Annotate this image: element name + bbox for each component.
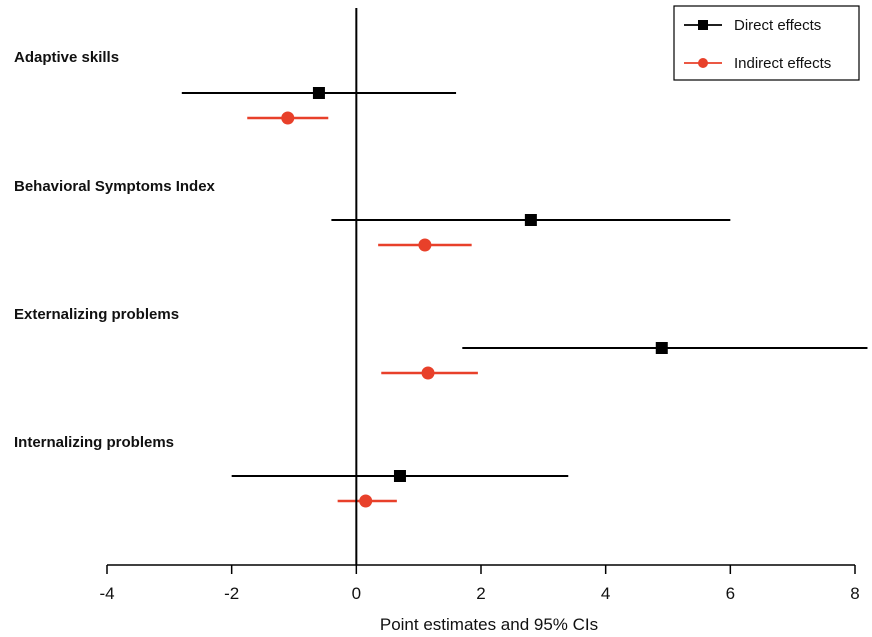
x-tick-label: -2 xyxy=(224,584,239,603)
x-tick-label: 2 xyxy=(476,584,485,603)
direct-estimate-point xyxy=(312,87,325,99)
category-label: Externalizing problems xyxy=(14,306,179,323)
x-tick-label: -4 xyxy=(99,584,114,603)
interval-lines xyxy=(181,92,868,503)
legend: Direct effects Indirect effects xyxy=(673,5,860,81)
direct-estimate-point xyxy=(524,214,537,226)
direct-estimate-point xyxy=(393,470,406,482)
indirect-estimate-point xyxy=(281,111,295,125)
indirect-estimate-point xyxy=(421,366,435,380)
legend-label: Direct effects xyxy=(734,17,821,34)
indirect-estimate-point xyxy=(359,494,373,508)
legend-label: Indirect effects xyxy=(734,55,831,72)
legend-square-marker xyxy=(698,20,708,30)
x-axis-ticks: -4 -2 0 2 4 6 8 xyxy=(99,565,860,603)
x-axis-title: Point estimates and 95% CIs xyxy=(380,615,598,634)
category-label: Internalizing problems xyxy=(14,434,174,451)
x-tick-label: 4 xyxy=(601,584,610,603)
category-label: Adaptive skills xyxy=(14,49,119,66)
x-tick-label: 0 xyxy=(352,584,361,603)
direct-estimate-point xyxy=(655,342,668,354)
legend-circle-marker xyxy=(698,58,708,68)
category-label: Behavioral Symptoms Index xyxy=(14,178,216,195)
x-tick-label: 6 xyxy=(726,584,735,603)
category-labels: Adaptive skills Behavioral Symptoms Index… xyxy=(14,49,216,451)
legend-box xyxy=(673,5,860,81)
point-estimates xyxy=(281,87,668,508)
x-tick-label: 8 xyxy=(850,584,859,603)
indirect-estimate-point xyxy=(418,238,432,252)
